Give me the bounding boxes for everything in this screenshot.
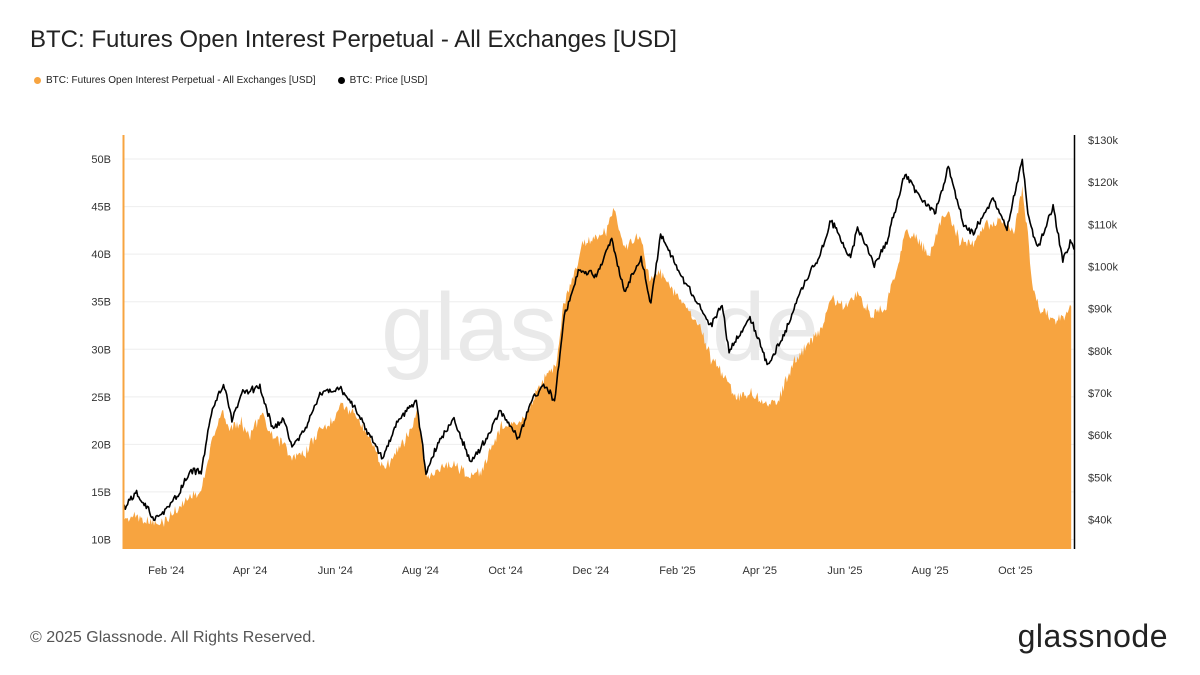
y-left-tick-label: 15B xyxy=(91,487,111,499)
x-tick-label: Aug '24 xyxy=(402,565,439,577)
y-right-tick-label: $80k xyxy=(1088,346,1112,358)
open-interest-series xyxy=(123,185,1072,550)
y-right-tick-label: $90k xyxy=(1088,304,1112,316)
legend-label-open-interest: BTC: Futures Open Interest Perpetual - A… xyxy=(46,75,316,86)
price-line xyxy=(122,158,1075,522)
price-series xyxy=(122,158,1075,522)
x-tick-label: Apr '24 xyxy=(233,565,268,577)
y-right-tick-label: $130k xyxy=(1088,135,1118,147)
y-left-tick-label: 30B xyxy=(91,344,111,356)
y-left-tick-label: 10B xyxy=(91,534,111,546)
y-left-tick-label: 25B xyxy=(91,392,111,404)
y-left-tick-label: 45B xyxy=(91,202,111,214)
y-right-tick-label: $70k xyxy=(1088,388,1112,400)
x-tick-label: Jun '24 xyxy=(318,565,353,577)
glassnode-logo[interactable]: glassnode xyxy=(1017,618,1168,654)
x-tick-label: Feb '24 xyxy=(148,565,184,577)
legend-swatch-price xyxy=(337,77,345,84)
x-tick-label: Dec '24 xyxy=(572,565,609,577)
copyright-footer: © 2025 Glassnode. All Rights Reserved. xyxy=(30,629,316,646)
x-tick-label: Jun '25 xyxy=(827,565,862,577)
y-left-tick-label: 50B xyxy=(91,154,111,166)
y-right-tick-label: $110k xyxy=(1088,219,1118,231)
y-right-tick-label: $120k xyxy=(1088,177,1118,189)
y-right-tick-label: $100k xyxy=(1088,261,1118,273)
legend-label-price: BTC: Price [USD] xyxy=(349,75,428,86)
legend-item-open-interest[interactable]: BTC: Futures Open Interest Perpetual - A… xyxy=(34,75,316,86)
chart-title: BTC: Futures Open Interest Perpetual - A… xyxy=(30,26,677,53)
open-interest-area xyxy=(123,185,1072,550)
legend-item-price[interactable]: BTC: Price [USD] xyxy=(337,75,428,86)
y-left-tick-label: 20B xyxy=(91,439,111,451)
x-tick-label: Aug '25 xyxy=(912,565,949,577)
y-left-tick-label: 35B xyxy=(91,297,111,309)
y-right-tick-label: $60k xyxy=(1088,430,1112,442)
x-tick-label: Feb '25 xyxy=(659,565,695,577)
x-tick-label: Oct '25 xyxy=(998,565,1033,577)
y-right-tick-label: $50k xyxy=(1088,472,1112,484)
x-tick-label: Apr '25 xyxy=(743,565,778,577)
legend: BTC: Futures Open Interest Perpetual - A… xyxy=(34,75,427,86)
x-tick-label: Oct '24 xyxy=(488,565,523,577)
y-right-tick-label: $40k xyxy=(1088,514,1112,526)
legend-swatch-open-interest xyxy=(34,77,41,84)
axes: 10B 15B 20B 25B 30B 35B 40B 45B 50B $40k $50k $60k $… xyxy=(91,135,1118,577)
y-left-tick-label: 40B xyxy=(91,249,111,261)
